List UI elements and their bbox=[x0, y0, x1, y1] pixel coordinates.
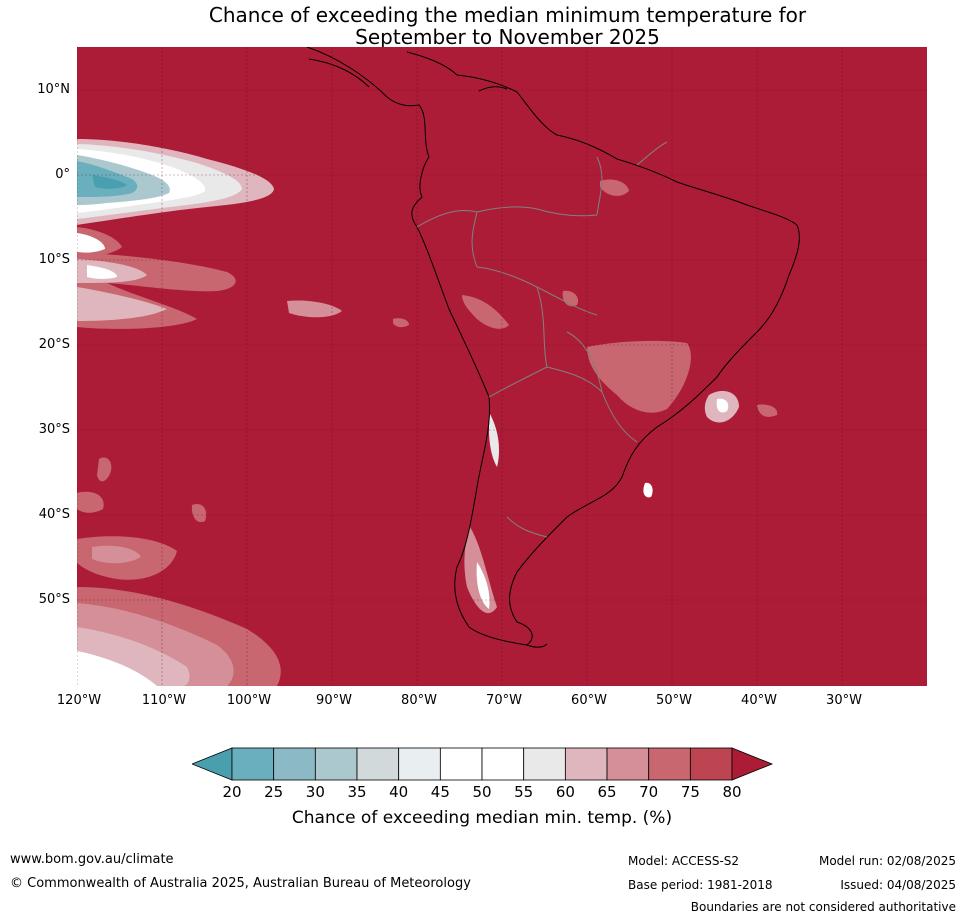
model-text: Model: ACCESS-S2 bbox=[628, 854, 740, 868]
colorbar-tick-65: 65 bbox=[597, 783, 617, 801]
lat-label-0: 0° bbox=[55, 167, 70, 182]
colorbar-tick-25: 25 bbox=[264, 783, 284, 801]
colorbar-tick-55: 55 bbox=[514, 783, 534, 801]
disclaimer-text: Boundaries are not considered authoritat… bbox=[690, 900, 956, 914]
lon-label-50w: 50°W bbox=[656, 693, 692, 708]
colorbar-cell-50-55 bbox=[481, 747, 525, 781]
colorbar-extend-low bbox=[192, 747, 233, 781]
lon-label-30w: 30°W bbox=[826, 693, 862, 708]
lat-label-10n: 10°N bbox=[37, 82, 70, 97]
lon-label-70w: 70°W bbox=[486, 693, 522, 708]
colorbar-cell-20-25 bbox=[231, 747, 275, 781]
colorbar-tick-20: 20 bbox=[222, 783, 242, 801]
colorbar-tick-30: 30 bbox=[305, 783, 325, 801]
colorbar bbox=[192, 747, 774, 781]
map-background bbox=[77, 47, 927, 686]
colorbar-tick-70: 70 bbox=[639, 783, 659, 801]
lat-label-20s: 20°S bbox=[38, 337, 70, 352]
colorbar-cell-65-70 bbox=[606, 747, 650, 781]
colorbar-tick-80: 80 bbox=[722, 783, 742, 801]
colorbar-tick-40: 40 bbox=[389, 783, 409, 801]
colorbar-tick-60: 60 bbox=[555, 783, 575, 801]
colorbar-tick-50: 50 bbox=[472, 783, 492, 801]
cool-anomaly-equatorial bbox=[77, 139, 274, 259]
lon-label-60w: 60°W bbox=[571, 693, 607, 708]
colorbar-cell-40-45 bbox=[398, 747, 441, 781]
colorbar-cell-45-50 bbox=[439, 747, 483, 781]
colorbar-cell-55-60 bbox=[523, 747, 566, 781]
coastlines bbox=[306, 47, 800, 648]
lat-label-50s: 50°S bbox=[38, 592, 70, 607]
lat-label-30s: 30°S bbox=[38, 422, 70, 437]
colorbar-tick-75: 75 bbox=[680, 783, 700, 801]
lon-label-40w: 40°W bbox=[741, 693, 777, 708]
lon-label-100w: 100°W bbox=[226, 693, 272, 708]
issued-text: Issued: 04/08/2025 bbox=[840, 878, 956, 892]
map-title: Chance of exceeding the median minimum t… bbox=[0, 4, 965, 48]
colorbar-cell-70-75 bbox=[648, 747, 691, 781]
colorbar-cell-25-30 bbox=[273, 747, 316, 781]
colorbar-cell-35-40 bbox=[356, 747, 400, 781]
colorbar-cell-75-80 bbox=[689, 747, 733, 781]
lat-label-10s: 10°S bbox=[38, 252, 70, 267]
colorbar-title: Chance of exceeding median min. temp. (%… bbox=[291, 808, 673, 828]
website-text: www.bom.gov.au/climate bbox=[10, 852, 174, 867]
title-line-2: September to November 2025 bbox=[355, 25, 660, 49]
model-run-text: Model run: 02/08/2025 bbox=[818, 854, 956, 868]
land-anomaly-patches bbox=[462, 179, 778, 614]
south-pacific-patches bbox=[77, 252, 409, 686]
colorbar-extend-high bbox=[731, 747, 774, 781]
graticule bbox=[77, 47, 927, 686]
copyright-text: © Commonwealth of Australia 2025, Austra… bbox=[10, 876, 471, 891]
colorbar-tick-35: 35 bbox=[347, 783, 367, 801]
lon-label-90w: 90°W bbox=[316, 693, 352, 708]
country-borders bbox=[416, 141, 668, 538]
title-line-1: Chance of exceeding the median minimum t… bbox=[208, 3, 807, 27]
lat-label-40s: 40°S bbox=[38, 507, 70, 522]
colorbar-tick-45: 45 bbox=[430, 783, 450, 801]
probability-map bbox=[77, 47, 927, 686]
lon-label-80w: 80°W bbox=[401, 693, 437, 708]
colorbar-cell-60-65 bbox=[564, 747, 608, 781]
lon-label-120w: 120°W bbox=[56, 693, 102, 708]
base-period-text: Base period: 1981-2018 bbox=[628, 878, 773, 892]
colorbar-cell-30-35 bbox=[314, 747, 358, 781]
lon-label-110w: 110°W bbox=[141, 693, 187, 708]
